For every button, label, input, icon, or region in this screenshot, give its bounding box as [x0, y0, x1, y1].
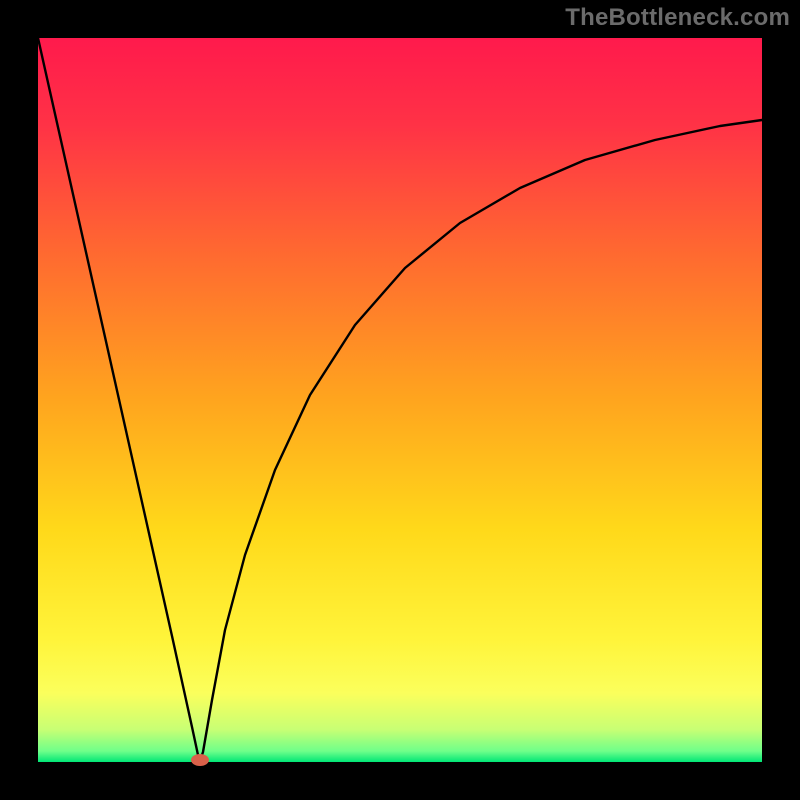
curve-minimum-marker [191, 754, 209, 766]
plot-gradient-background [38, 38, 762, 762]
bottleneck-chart [0, 0, 800, 800]
chart-container: TheBottleneck.com [0, 0, 800, 800]
watermark-text: TheBottleneck.com [565, 4, 790, 32]
